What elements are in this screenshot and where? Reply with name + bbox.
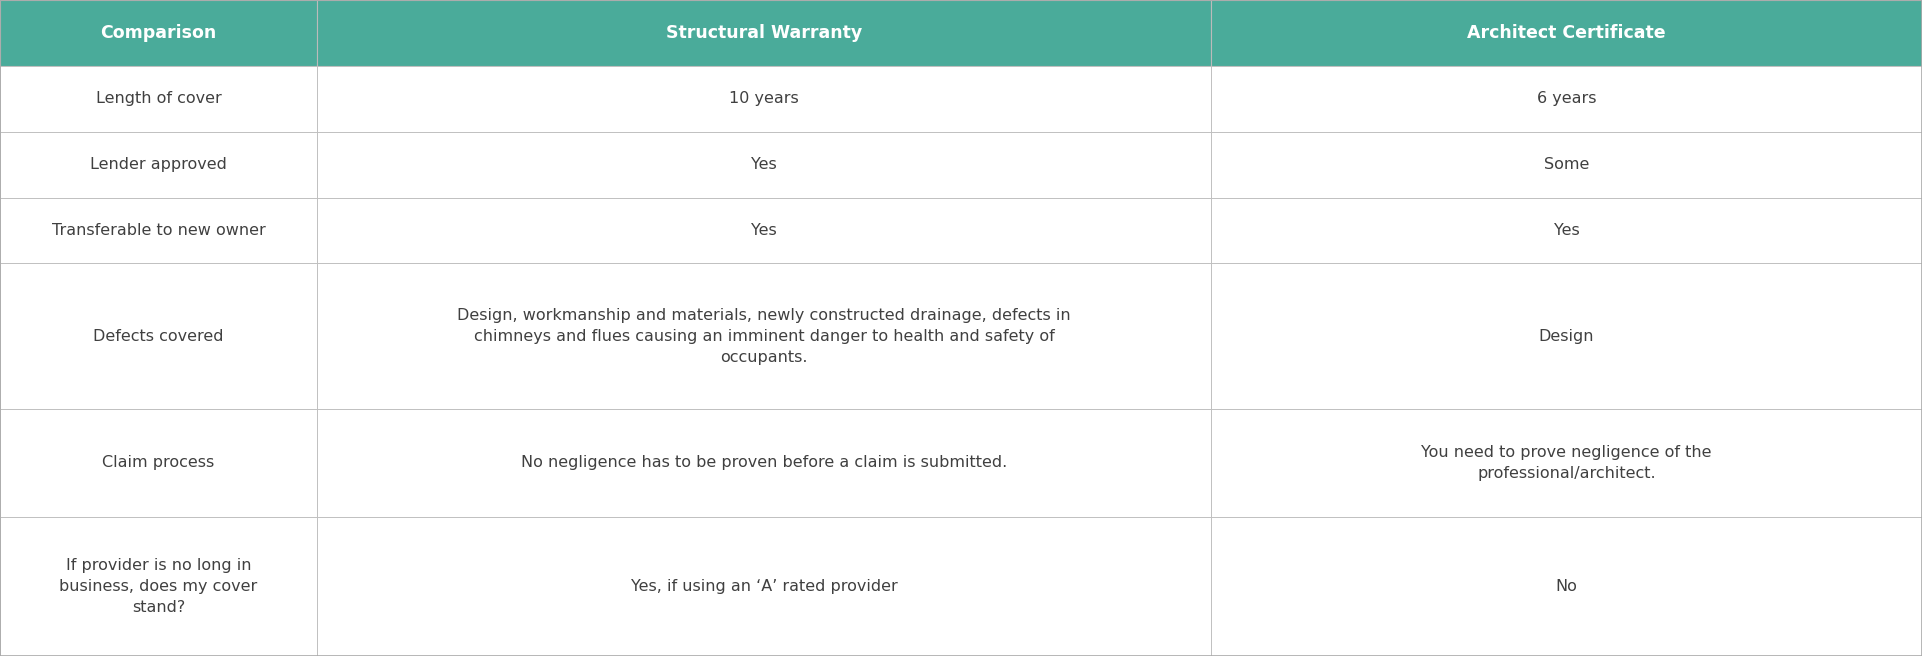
Bar <box>317 66 1211 132</box>
Bar <box>1211 409 1922 517</box>
Bar <box>1211 0 1922 66</box>
Text: Lender approved: Lender approved <box>90 157 227 172</box>
Bar <box>0 409 317 517</box>
Text: Some: Some <box>1543 157 1589 172</box>
Text: No: No <box>1555 579 1578 594</box>
Bar <box>0 264 317 409</box>
Bar <box>0 517 317 656</box>
Bar <box>317 264 1211 409</box>
Bar <box>317 132 1211 197</box>
Text: No negligence has to be proven before a claim is submitted.: No negligence has to be proven before a … <box>521 455 1007 470</box>
Text: 6 years: 6 years <box>1538 91 1595 106</box>
Text: Yes: Yes <box>752 223 776 238</box>
Bar <box>1211 197 1922 264</box>
Text: If provider is no long in
business, does my cover
stand?: If provider is no long in business, does… <box>60 558 258 615</box>
Bar <box>0 197 317 264</box>
Bar <box>1211 132 1922 197</box>
Bar <box>1211 264 1922 409</box>
Text: Yes: Yes <box>752 157 776 172</box>
Text: You need to prove negligence of the
professional/architect.: You need to prove negligence of the prof… <box>1420 445 1713 481</box>
Bar <box>1211 517 1922 656</box>
Bar <box>317 517 1211 656</box>
Text: Yes: Yes <box>1553 223 1580 238</box>
Bar <box>317 197 1211 264</box>
Bar <box>0 0 317 66</box>
Text: Yes, if using an ‘A’ rated provider: Yes, if using an ‘A’ rated provider <box>630 579 898 594</box>
Text: Structural Warranty: Structural Warranty <box>665 24 863 42</box>
Bar <box>1211 66 1922 132</box>
Text: Length of cover: Length of cover <box>96 91 221 106</box>
Text: Claim process: Claim process <box>102 455 215 470</box>
Text: Design: Design <box>1540 329 1593 344</box>
Bar <box>0 132 317 197</box>
Bar <box>0 66 317 132</box>
Text: Transferable to new owner: Transferable to new owner <box>52 223 265 238</box>
Bar <box>317 0 1211 66</box>
Text: Architect Certificate: Architect Certificate <box>1466 24 1666 42</box>
Text: 10 years: 10 years <box>728 91 800 106</box>
Text: Defects covered: Defects covered <box>94 329 223 344</box>
Text: Comparison: Comparison <box>100 24 217 42</box>
Bar <box>317 409 1211 517</box>
Text: Design, workmanship and materials, newly constructed drainage, defects in
chimne: Design, workmanship and materials, newly… <box>457 308 1071 365</box>
